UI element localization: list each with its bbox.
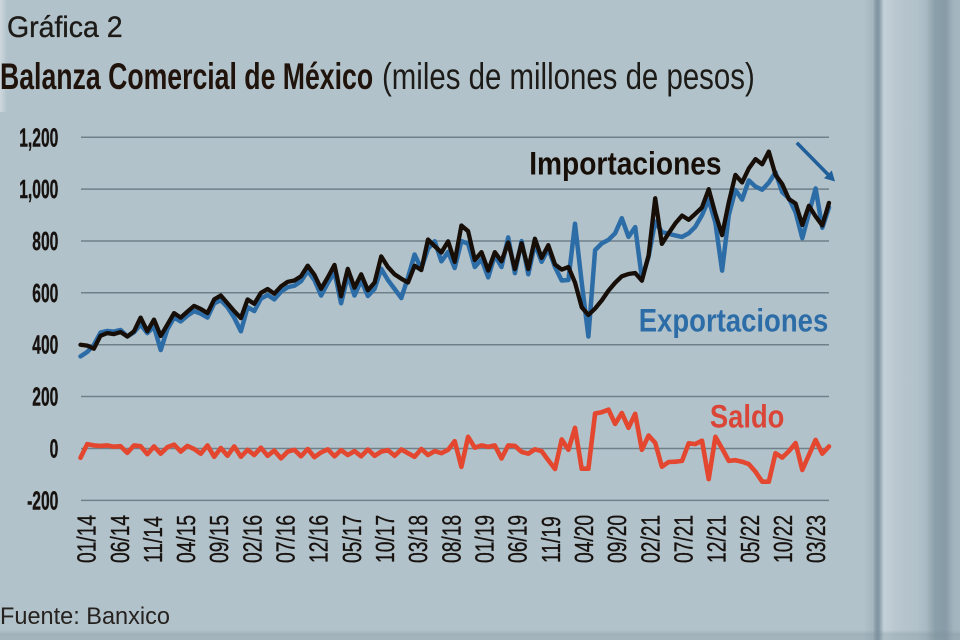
svg-text:200: 200 [32,382,58,411]
svg-text:01/19: 01/19 [470,515,500,563]
svg-text:04/20: 04/20 [569,515,599,563]
svg-text:09/15: 09/15 [204,515,234,563]
svg-text:Exportaciones: Exportaciones [639,304,829,339]
svg-text:02/16: 02/16 [238,515,268,563]
svg-text:1,000: 1,000 [19,175,58,204]
svg-text:Importaciones: Importaciones [529,147,721,182]
svg-text:11/14: 11/14 [138,516,168,563]
svg-text:10/22: 10/22 [768,515,798,563]
svg-text:05/17: 05/17 [337,515,367,563]
svg-text:600: 600 [32,279,58,308]
svg-text:0: 0 [50,434,59,463]
svg-text:Saldo: Saldo [710,400,784,435]
svg-text:06/14: 06/14 [105,515,135,563]
svg-text:11/19: 11/19 [536,516,566,563]
svg-text:12/21: 12/21 [702,515,732,563]
svg-text:03/18: 03/18 [403,515,433,563]
svg-text:10/17: 10/17 [370,515,400,563]
svg-text:06/19: 06/19 [503,515,533,563]
svg-text:-200: -200 [27,486,58,515]
svg-text:09/20: 09/20 [602,515,632,563]
svg-text:1,200: 1,200 [19,123,58,152]
svg-text:07/21: 07/21 [669,515,699,563]
svg-text:07/16: 07/16 [271,515,301,563]
svg-text:03/23: 03/23 [801,515,831,563]
svg-text:800: 800 [32,227,58,256]
svg-text:04/15: 04/15 [171,515,201,563]
svg-text:08/18: 08/18 [437,515,467,563]
svg-text:05/22: 05/22 [735,515,765,563]
svg-text:12/16: 12/16 [304,515,334,563]
svg-text:02/21: 02/21 [635,515,665,563]
svg-text:01/14: 01/14 [72,515,102,563]
svg-text:400: 400 [32,331,58,360]
